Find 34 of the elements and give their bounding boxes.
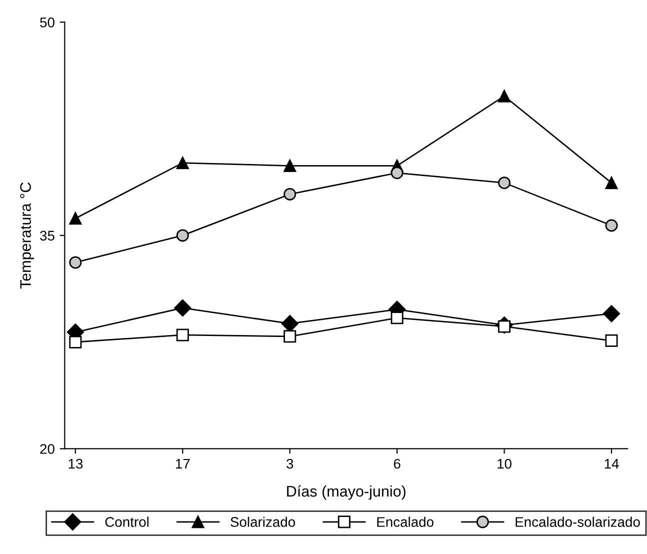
- point: [176, 229, 189, 242]
- y-tick-label: 35: [40, 230, 54, 241]
- y-tick-label: 50: [40, 17, 54, 28]
- point: [176, 328, 189, 342]
- point: [602, 305, 620, 322]
- point: [605, 334, 618, 347]
- point: [284, 330, 296, 343]
- x-tick-label: 14: [604, 458, 619, 469]
- x-tick-label: 3: [286, 458, 294, 469]
- point: [498, 176, 511, 190]
- point: [176, 156, 189, 170]
- point: [69, 256, 82, 269]
- point: [605, 176, 618, 190]
- point: [390, 166, 404, 180]
- point: [69, 336, 82, 348]
- x-tick-label: 6: [394, 458, 400, 469]
- x-tick-label: 10: [498, 458, 512, 469]
- point: [284, 188, 296, 200]
- legend-label: Control: [105, 516, 148, 527]
- point: [284, 160, 296, 172]
- point: [605, 219, 618, 232]
- y-axis-title: Temperatura °C: [20, 182, 34, 289]
- legend-label: Encalado-solarizado: [516, 516, 640, 527]
- legend-label: Encalado: [377, 516, 434, 527]
- point: [281, 315, 298, 332]
- point: [69, 212, 82, 225]
- point: [498, 90, 511, 102]
- x-tick-label: 13: [68, 458, 83, 469]
- legend-label: Solarizado: [230, 516, 295, 527]
- point: [174, 299, 192, 317]
- x-axis-title: Días (mayo-junio): [287, 485, 406, 500]
- point: [390, 312, 404, 324]
- x-tick-label: 17: [176, 458, 190, 469]
- y-tick-label: 20: [40, 444, 54, 454]
